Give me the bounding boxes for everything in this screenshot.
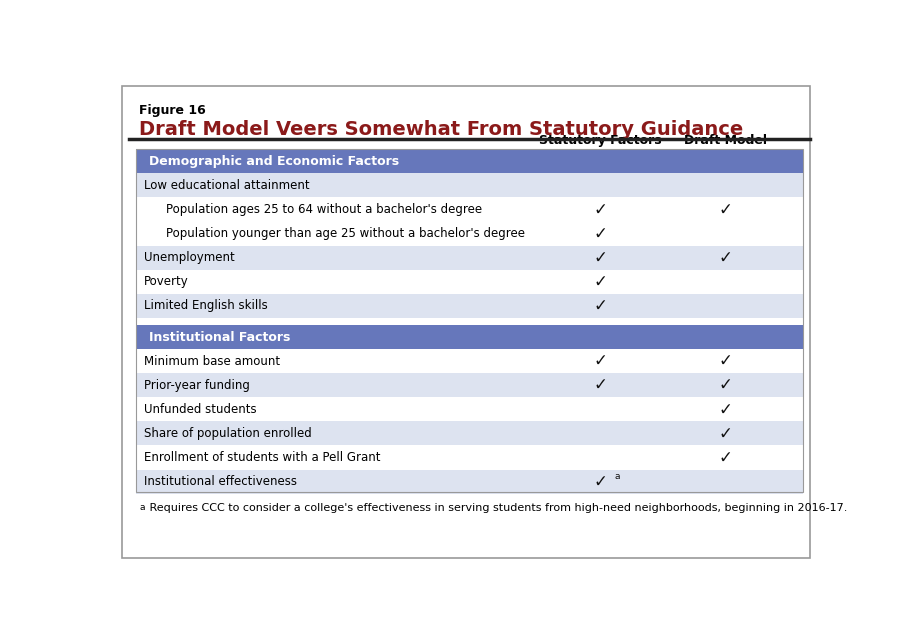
Text: ✓: ✓ <box>594 200 607 218</box>
Text: Population ages 25 to 64 without a bachelor's degree: Population ages 25 to 64 without a bache… <box>166 203 482 216</box>
FancyBboxPatch shape <box>136 325 803 349</box>
Text: Share of population enrolled: Share of population enrolled <box>145 427 312 440</box>
Text: Poverty: Poverty <box>145 275 189 288</box>
Text: Unemployment: Unemployment <box>145 251 235 264</box>
Text: Minimum base amount: Minimum base amount <box>145 355 280 367</box>
Text: ✓: ✓ <box>594 473 607 491</box>
FancyBboxPatch shape <box>136 470 803 494</box>
FancyBboxPatch shape <box>136 197 803 221</box>
Text: ✓: ✓ <box>594 249 607 267</box>
Text: Draft Model Veers Somewhat From Statutory Guidance: Draft Model Veers Somewhat From Statutor… <box>139 120 744 139</box>
Text: ✓: ✓ <box>718 424 732 443</box>
Text: ✓: ✓ <box>594 297 607 315</box>
FancyBboxPatch shape <box>136 293 803 318</box>
FancyBboxPatch shape <box>136 422 803 445</box>
Text: Institutional effectiveness: Institutional effectiveness <box>145 475 298 488</box>
Text: ✓: ✓ <box>594 352 607 370</box>
Text: ✓: ✓ <box>718 376 732 394</box>
Text: ✓: ✓ <box>718 352 732 370</box>
Text: Low educational attainment: Low educational attainment <box>145 179 310 192</box>
Text: ✓: ✓ <box>594 376 607 394</box>
Text: Figure 16: Figure 16 <box>139 103 206 117</box>
Text: ✓: ✓ <box>718 249 732 267</box>
FancyBboxPatch shape <box>136 349 803 373</box>
FancyBboxPatch shape <box>122 86 810 558</box>
Text: Unfunded students: Unfunded students <box>145 403 257 416</box>
FancyBboxPatch shape <box>136 174 803 197</box>
Text: Prior-year funding: Prior-year funding <box>145 379 250 392</box>
Text: ✓: ✓ <box>718 401 732 419</box>
Text: Enrollment of students with a Pell Grant: Enrollment of students with a Pell Grant <box>145 451 381 464</box>
Text: Statutory Factors: Statutory Factors <box>540 135 662 147</box>
Text: a: a <box>615 472 620 481</box>
FancyBboxPatch shape <box>136 445 803 470</box>
Text: Draft Model: Draft Model <box>683 135 767 147</box>
Text: Limited English skills: Limited English skills <box>145 299 268 312</box>
Text: Institutional Factors: Institutional Factors <box>148 330 290 344</box>
FancyBboxPatch shape <box>136 373 803 397</box>
Text: ✓: ✓ <box>718 449 732 466</box>
Text: Requires CCC to consider a college's effectiveness in serving students from high: Requires CCC to consider a college's eff… <box>147 503 848 513</box>
Text: ✓: ✓ <box>594 225 607 242</box>
FancyBboxPatch shape <box>136 397 803 422</box>
FancyBboxPatch shape <box>136 149 803 174</box>
FancyBboxPatch shape <box>136 270 803 293</box>
Text: Demographic and Economic Factors: Demographic and Economic Factors <box>148 155 398 168</box>
Text: a: a <box>139 503 145 512</box>
Text: ✓: ✓ <box>594 272 607 291</box>
Text: Population younger than age 25 without a bachelor's degree: Population younger than age 25 without a… <box>166 227 525 240</box>
Text: ✓: ✓ <box>718 200 732 218</box>
FancyBboxPatch shape <box>136 246 803 270</box>
FancyBboxPatch shape <box>136 221 803 246</box>
